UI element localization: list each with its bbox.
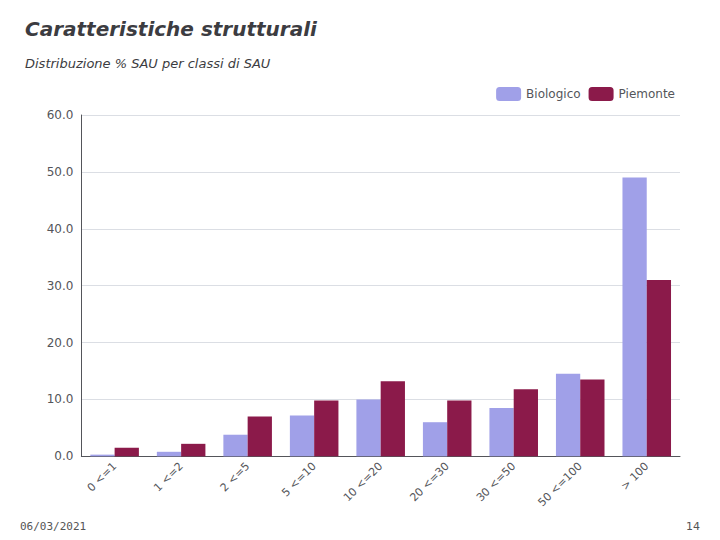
svg-text:2 <=5: 2 <=5 [218,460,253,495]
svg-text:10 <=20: 10 <=20 [341,460,385,504]
svg-text:06/03/2021: 06/03/2021 [20,520,86,533]
svg-text:60.0: 60.0 [47,108,74,122]
svg-text:20.0: 20.0 [47,336,74,350]
svg-text:> 100: > 100 [618,460,651,493]
svg-text:10.0: 10.0 [47,392,74,406]
svg-text:50 <=100: 50 <=100 [535,460,584,509]
svg-text:50.0: 50.0 [47,165,74,179]
svg-text:0.0: 0.0 [54,449,73,463]
svg-text:5 <=10: 5 <=10 [279,460,319,500]
svg-text:30 <=50: 30 <=50 [474,460,518,504]
svg-text:Piemonte: Piemonte [619,87,675,101]
svg-text:0 <=1: 0 <=1 [85,460,120,495]
svg-text:20 <=30: 20 <=30 [407,460,451,504]
svg-text:Distribuzione % SAU per classi: Distribuzione % SAU per classi di SAU [25,56,271,71]
svg-text:30.0: 30.0 [47,279,74,293]
svg-text:Caratteristiche strutturali: Caratteristiche strutturali [25,17,318,41]
svg-text:1 <=2: 1 <=2 [151,460,186,495]
svg-text:14: 14 [686,520,700,533]
svg-text:Biologico: Biologico [526,87,580,101]
svg-text:40.0: 40.0 [47,222,74,236]
